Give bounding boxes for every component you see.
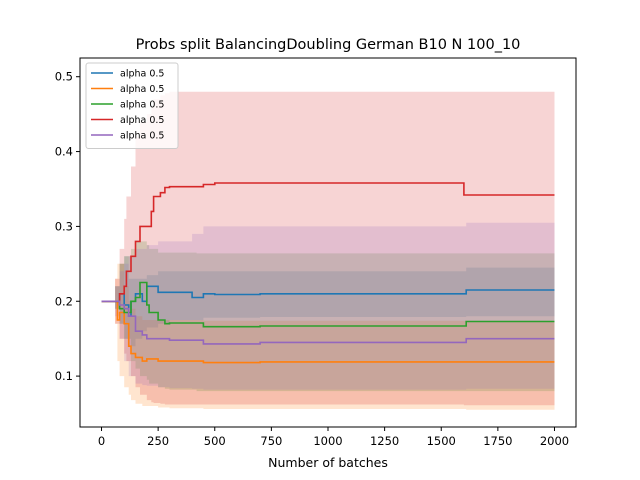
legend-label-1: alpha 0.5 <box>120 69 164 80</box>
y-tick-label: 0.4 <box>55 145 73 159</box>
x-tick-label: 500 <box>204 434 226 448</box>
legend-label-4: alpha 0.5 <box>120 115 164 126</box>
chart-title: Probs split BalancingDoubling German B10… <box>136 37 521 53</box>
series-line-4 <box>101 182 555 303</box>
x-tick-label: 1500 <box>427 434 456 448</box>
y-tick-label: 0.3 <box>55 219 73 233</box>
y-tick-label: 0.1 <box>55 369 73 383</box>
x-axis-ticks: 0 250 500 750 1000 1250 1500 1750 2000 <box>98 427 569 448</box>
series-line-3 <box>101 281 555 328</box>
x-tick-label: 0 <box>98 434 105 448</box>
series-lines <box>101 182 555 364</box>
y-tick-label: 0.2 <box>55 294 73 308</box>
confidence-band-5 <box>101 222 555 390</box>
legend-box <box>85 62 179 149</box>
x-tick-label: 750 <box>260 434 282 448</box>
x-tick-label: 2000 <box>540 434 569 448</box>
x-axis-label: Number of batches <box>268 455 388 470</box>
y-axis-ticks: 0.1 0.2 0.3 0.4 0.5 <box>55 70 80 383</box>
legend-label-3: alpha 0.5 <box>120 100 164 111</box>
series-line-5 <box>101 300 555 345</box>
legend-label-5: alpha 0.5 <box>120 131 164 142</box>
confidence-band-1 <box>101 256 555 347</box>
y-tick-label: 0.5 <box>55 70 73 84</box>
confidence-band-3 <box>101 241 555 392</box>
series-line-2 <box>101 300 555 364</box>
x-tick-label: 1250 <box>370 434 399 448</box>
confidence-band-2 <box>101 263 555 410</box>
x-tick-label: 1000 <box>313 434 342 448</box>
x-tick-label: 250 <box>147 434 169 448</box>
legend-label-2: alpha 0.5 <box>120 84 164 95</box>
legend: alpha 0.5 alpha 0.5 alpha 0.5 alpha 0.5 alph… <box>85 62 179 149</box>
x-tick-label: 1750 <box>483 434 512 448</box>
